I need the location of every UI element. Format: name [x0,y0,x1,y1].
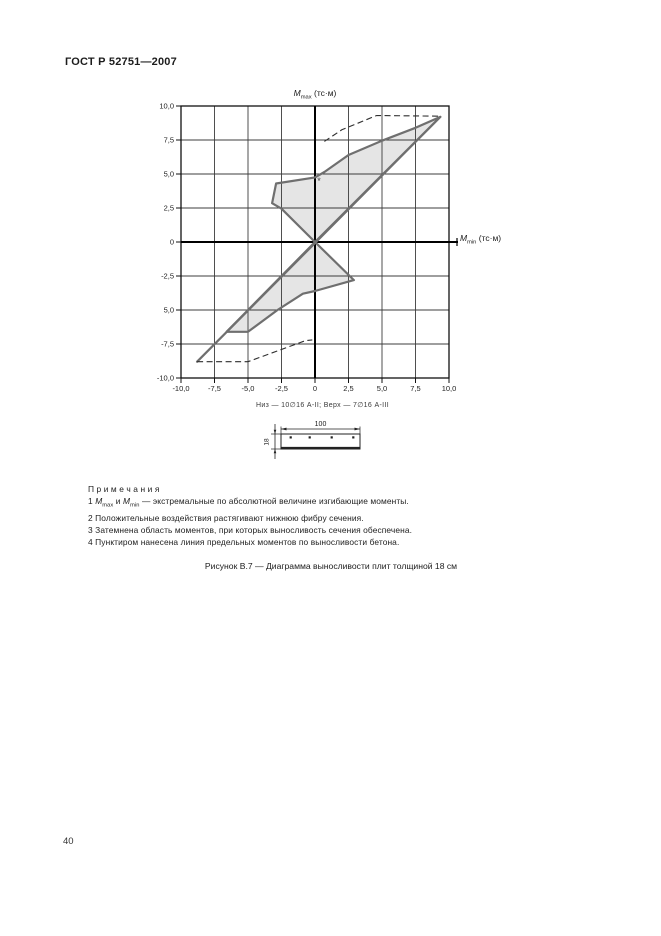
y-axis-title: Mmax (тс·м) [294,88,337,101]
x-tick-label: -10,0 [172,384,189,393]
notes-block: П р и м е ч а н и я 1 Mmax и Mmin — экст… [88,483,412,548]
x-tick-label: -2,5 [275,384,288,393]
x-tick-label: 0 [313,384,317,393]
y-tick-label: 10,0 [159,102,174,111]
notes-title: П р и м е ч а н и я [88,484,160,494]
y-tick-label: 0 [170,238,174,247]
rebar-dot [289,436,292,439]
rebar-dot [308,436,311,439]
figure-caption: Рисунок В.7 — Диаграмма выносливости пли… [204,561,458,571]
rebar-dot [330,436,333,439]
x-axis-units: (тс·м) [476,233,502,243]
x-axis-sub: min [467,239,477,246]
concrete-endurance-limit-dashed-line [197,339,313,363]
y-tick-label: -7,5 [161,340,174,349]
note-1-mmin-var: M [122,496,131,507]
dim-arrow-left [281,427,287,431]
x-axis-title: Mmin (тс·м) [460,233,501,246]
x-axis-var: M [460,233,468,243]
note-1-and: и [113,496,123,507]
endurance-region-boundary [225,240,355,333]
note-1-mmax-var: M [95,496,103,507]
mmax-equals-mmin-line [196,115,442,363]
endurance-diagram-chart: * -10,0 -7,5 -5,0 -2,5 0 2,5 5,0 7,5 10,0 10,0 7,5 5… [157,102,458,393]
y-axis-var: M [293,88,301,98]
page-number: 40 [63,836,74,847]
y-axis-sub: max [300,94,312,101]
endurance-region-boundary [271,115,442,244]
note-1-mmax-sub: max [102,502,114,509]
y-tick-label: -2,5 [161,272,174,281]
x-tick-label: 5,0 [377,384,387,393]
point-marker: * [317,176,321,186]
note-1: 1 Mmax и Mmin — экстремальные по абсолют… [88,495,412,512]
y-tick-label: 5,0 [164,170,174,179]
width-dim-label: 100 [315,421,327,428]
y-tick-label: 2,5 [164,204,174,213]
y-tick-label: 7,5 [164,136,174,145]
height-dim-label: 18 [264,438,271,446]
y-axis-units: (тс·м) [311,88,337,98]
concrete-endurance-limit-dashed-line [324,114,441,142]
cross-section-figure: 100 18 [264,421,361,459]
note-4: 4 Пунктиром нанесена линия предельных мо… [88,537,400,548]
x-tick-label: -7,5 [208,384,221,393]
note-3: 3 Затемнена область моментов, при которы… [88,524,413,535]
x-tick-label: 2,5 [343,384,353,393]
x-tick-label: -5,0 [242,384,255,393]
x-tick-label: 7,5 [410,384,420,393]
dim-arrow-bottom [273,449,277,454]
dim-arrow-top [273,429,277,434]
rebar-dot [352,436,355,439]
dim-arrow-right [354,427,360,431]
note-1-number: 1 [88,496,96,507]
x-tick-label: 10,0 [442,384,457,393]
note-1-mmin-sub: min [130,502,140,509]
y-tick-label: -10,0 [157,374,174,383]
shaded-endurance-region [226,242,354,332]
doc-header: ГОСТ Р 52751—2007 [65,56,177,68]
note-2: 2 Положительные воздействия растягивают … [88,512,364,523]
note-1-text: — экстремальные по абсолютной величине и… [139,496,409,507]
reinforcement-note: Низ — 10∅16 А-II; Верх — 7∅16 А-III [256,402,390,409]
y-tick-label: 5,0 [164,306,174,315]
slab-outline [280,433,361,450]
